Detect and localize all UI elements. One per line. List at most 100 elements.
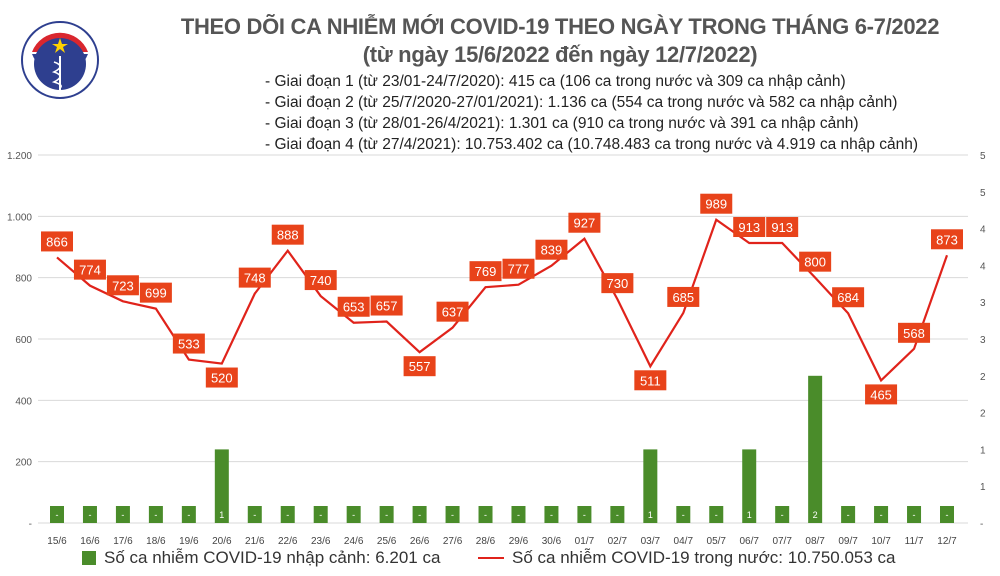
bar bbox=[379, 506, 394, 523]
line-data-label: 774 bbox=[79, 263, 101, 278]
line-data-label: 927 bbox=[574, 216, 596, 231]
line-data-label: 913 bbox=[771, 220, 793, 235]
line-data-label-bg bbox=[403, 356, 436, 377]
bar-data-label: - bbox=[385, 510, 388, 520]
line-data-label: 685 bbox=[672, 290, 694, 305]
line-data-label-bg bbox=[931, 229, 963, 250]
bar bbox=[577, 506, 592, 523]
bar bbox=[313, 506, 328, 523]
x-axis-tick: 19/6 bbox=[179, 536, 199, 547]
bar bbox=[280, 506, 295, 523]
line-data-label: 839 bbox=[541, 243, 563, 258]
line-data-label: 866 bbox=[46, 234, 68, 249]
x-axis-tick: 07/7 bbox=[772, 536, 792, 547]
bar-data-label: - bbox=[187, 510, 190, 520]
line-data-label-bg bbox=[667, 286, 700, 307]
line-data-label: 684 bbox=[837, 290, 859, 305]
bar bbox=[478, 506, 493, 523]
legend-bar-swatch bbox=[82, 551, 96, 565]
x-axis-tick: 06/7 bbox=[739, 536, 759, 547]
right-axis-tick: 3 bbox=[980, 335, 986, 346]
x-axis-tick: 12/7 bbox=[937, 536, 957, 547]
x-axis-tick: 21/6 bbox=[245, 536, 265, 547]
bar bbox=[610, 506, 625, 523]
left-axis-tick: - bbox=[29, 519, 32, 530]
x-axis-tick: 15/6 bbox=[47, 536, 67, 547]
x-axis-tick: 27/6 bbox=[443, 536, 463, 547]
line-data-label: 888 bbox=[277, 228, 299, 243]
x-axis-tick: 08/7 bbox=[805, 536, 825, 547]
line-data-label: 637 bbox=[442, 305, 464, 320]
bar-data-label: - bbox=[550, 510, 553, 520]
line-data-label: 723 bbox=[112, 278, 134, 293]
line-data-label-bg bbox=[766, 217, 799, 238]
line-data-label-bg bbox=[106, 275, 139, 296]
bar-data-label: - bbox=[517, 510, 520, 520]
chart-subtitle: (từ ngày 15/6/2022 đến ngày 12/7/2022) bbox=[362, 42, 758, 67]
legend-line-swatch bbox=[478, 557, 504, 559]
x-axis-tick: 24/6 bbox=[344, 536, 364, 547]
line-data-label-bg bbox=[634, 370, 667, 391]
line-data-label: 913 bbox=[738, 220, 760, 235]
x-axis-tick: 28/6 bbox=[476, 536, 496, 547]
bar bbox=[181, 506, 196, 523]
line-data-label-bg bbox=[535, 239, 568, 260]
line-data-label-bg bbox=[271, 224, 304, 245]
line-data-label: 989 bbox=[705, 197, 727, 212]
line-data-label-bg bbox=[700, 193, 733, 214]
right-axis-tick: 2 bbox=[980, 372, 986, 383]
x-axis-tick: 29/6 bbox=[509, 536, 529, 547]
bar bbox=[544, 506, 559, 523]
bar bbox=[676, 506, 691, 523]
left-axis-tick: 1.000 bbox=[7, 212, 32, 223]
stage-2-summary: - Giai đoạn 2 (từ 25/7/2020-27/01/2021):… bbox=[265, 94, 898, 111]
line-data-label-bg bbox=[898, 322, 931, 343]
line-data-label: 800 bbox=[804, 255, 826, 270]
line-data-label-bg bbox=[238, 267, 271, 288]
line-data-label-bg bbox=[568, 212, 601, 233]
stage-3-summary: - Giai đoạn 3 (từ 28/01-26/4/2021): 1.30… bbox=[265, 115, 859, 132]
line-data-label-bg bbox=[73, 259, 106, 280]
bar-data-label: - bbox=[880, 510, 883, 520]
right-axis-tick: 5 bbox=[980, 151, 986, 162]
bar bbox=[709, 506, 724, 523]
bar-data-label: 2 bbox=[813, 510, 818, 520]
bar bbox=[148, 506, 163, 523]
line-data-label: 511 bbox=[640, 373, 661, 388]
bar-data-label: - bbox=[286, 510, 289, 520]
stage-4-summary: - Giai đoạn 4 (từ 27/4/2021): 10.753.402… bbox=[265, 136, 919, 153]
bar bbox=[643, 449, 658, 523]
right-axis-tick: 1 bbox=[980, 482, 986, 493]
bar bbox=[808, 375, 823, 523]
bar-data-label: - bbox=[946, 510, 949, 520]
line-data-label-bg bbox=[469, 261, 502, 282]
legend-line: Số ca nhiễm COVID-19 trong nước: 10.750.… bbox=[478, 548, 896, 568]
bar bbox=[907, 506, 922, 523]
line-data-label: 557 bbox=[409, 359, 431, 374]
bar-data-label: 1 bbox=[747, 510, 752, 520]
line-data-label-bg bbox=[733, 217, 766, 238]
x-axis-tick: 03/7 bbox=[641, 536, 661, 547]
bar-data-label: - bbox=[451, 510, 454, 520]
bar-data-label: - bbox=[253, 510, 256, 520]
line-series bbox=[56, 217, 949, 383]
line-data-label: 699 bbox=[145, 286, 167, 301]
line-data-label-bg bbox=[139, 282, 172, 303]
bar bbox=[775, 506, 790, 523]
x-axis-tick: 20/6 bbox=[212, 536, 232, 547]
right-axis-tick: 5 bbox=[980, 188, 986, 199]
bar bbox=[511, 506, 526, 523]
bar-data-label: - bbox=[682, 510, 685, 520]
x-axis-tick: 01/7 bbox=[575, 536, 595, 547]
line-data-label: 740 bbox=[310, 273, 332, 288]
line-data-label-bg bbox=[832, 287, 865, 308]
x-axis-tick: 09/7 bbox=[838, 536, 858, 547]
x-axis-tick: 23/6 bbox=[311, 536, 331, 547]
right-axis-tick: 4 bbox=[980, 261, 986, 272]
line-data-label: 520 bbox=[211, 371, 233, 386]
stage-1-summary: - Giai đoạn 1 (từ 23/01-24/7/2020): 415 … bbox=[265, 73, 846, 90]
right-axis-tick: 1 bbox=[980, 445, 986, 456]
legend-line-label: Số ca nhiễm COVID-19 trong nước: 10.750.… bbox=[512, 548, 896, 567]
